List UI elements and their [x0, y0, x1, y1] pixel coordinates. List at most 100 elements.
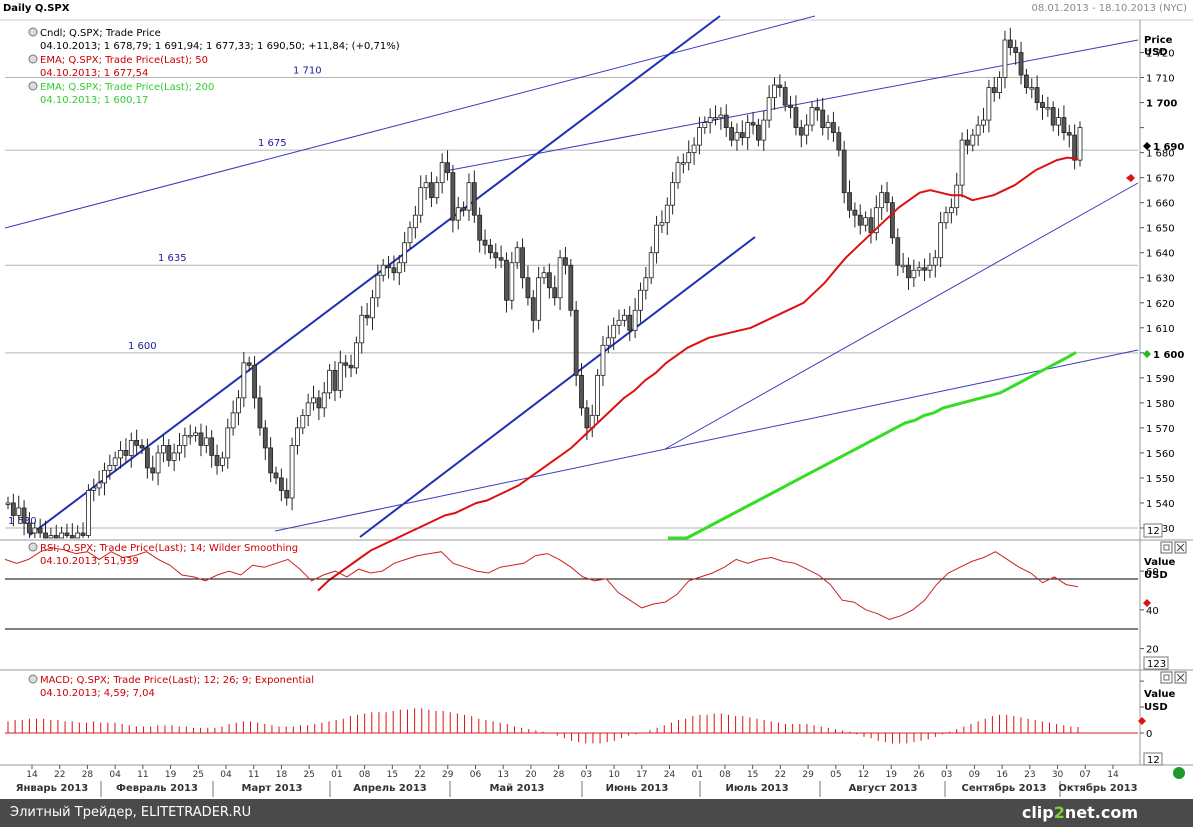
time-tick-label: 20: [525, 770, 537, 780]
candle-body: [632, 309, 638, 331]
candle-body: [622, 314, 627, 321]
candle-body: [461, 207, 467, 211]
time-tick-label: 11: [248, 770, 259, 780]
candle-body: [948, 207, 954, 214]
legend-toggle-icon[interactable]: [28, 674, 38, 684]
legend-ema200-label: EMA; Q.SPX; Trade Price(Last); 200: [40, 82, 214, 93]
candle-body: [402, 242, 408, 264]
candle-body: [970, 134, 976, 146]
candle-body: [729, 127, 734, 141]
candle-body: [734, 132, 740, 141]
trendline-lower-support: [359, 236, 756, 538]
candle-body: [348, 364, 354, 369]
candle-body: [718, 114, 724, 118]
candle-body: [654, 224, 659, 254]
candle-body: [268, 447, 274, 474]
rsi-axis-ticks: 20 40 60: [1140, 567, 1159, 656]
legend-toggle-icon[interactable]: [28, 54, 38, 64]
legend-toggle-icon[interactable]: [28, 27, 38, 37]
candle-body: [193, 432, 199, 436]
price-tick-label: 1 650: [1146, 224, 1175, 235]
legend-ema200-values: 04.10.2013; 1 600,17: [40, 95, 148, 106]
candle-body: [246, 362, 252, 366]
candle-body: [289, 445, 295, 499]
candle-body: [541, 272, 547, 279]
candle-body: [686, 152, 692, 164]
candle-body: [445, 162, 450, 174]
rsi-axis-unit: USD: [1144, 570, 1168, 581]
candle-body: [932, 257, 938, 266]
trendline-june-support: [664, 182, 1139, 450]
time-axis: 14 22 28 04 11 19 25 04 11 18 25 01 08 15 22 29 06 13 20 28…: [16, 765, 1138, 797]
time-tick-label: 25: [193, 770, 204, 780]
candle-body: [831, 122, 836, 134]
candle-body: [772, 84, 777, 98]
price-tick-label: 1 560: [1146, 449, 1175, 460]
candle-body: [798, 127, 804, 136]
candle-body: [884, 192, 890, 204]
candle-body: [959, 139, 965, 186]
price-scale-box[interactable]: [1143, 523, 1163, 538]
macd-histogram: [7, 708, 1079, 744]
rsi-axis-title: Value: [1144, 557, 1175, 568]
legend-toggle-icon[interactable]: [28, 81, 38, 91]
candle-body: [691, 144, 697, 154]
rsi-scale-box[interactable]: [1143, 656, 1169, 670]
candle-body: [144, 447, 150, 469]
horizontal-level-label: 1 635: [158, 253, 187, 264]
time-tick-label: 17: [636, 770, 647, 780]
candle-body: [487, 244, 493, 254]
candle-body: [890, 202, 895, 239]
candle-body: [391, 267, 397, 274]
candle-body: [900, 264, 906, 268]
restore-pane-button[interactable]: [1160, 671, 1173, 684]
candle-body: [595, 374, 600, 416]
rsi-scale-value: 123: [1147, 659, 1166, 670]
candle-body: [112, 457, 118, 466]
candle-body: [702, 122, 708, 129]
candle-body: [745, 122, 751, 139]
rsi-tick-label: 40: [1146, 606, 1159, 617]
time-tick-label: 01: [331, 770, 342, 780]
candle-body: [53, 535, 59, 539]
candle-body: [756, 124, 761, 141]
candle-body: [675, 162, 681, 184]
restore-pane-button[interactable]: [1160, 541, 1173, 554]
legend-ema50-values: 04.10.2013; 1 677,54: [40, 68, 148, 79]
candle-body: [177, 445, 182, 454]
candle-body: [337, 362, 343, 391]
close-icon: [1176, 543, 1185, 552]
legend-candles-values: 04.10.2013; 1 678,79; 1 691,94; 1 677,33…: [40, 41, 400, 52]
horizontal-level-label: 1 710: [293, 66, 322, 77]
time-tick-label: 22: [775, 770, 786, 780]
time-tick-label: 28: [553, 770, 565, 780]
time-tick-label: 14: [1107, 770, 1119, 780]
candle-body: [552, 287, 558, 299]
time-tick-label: 23: [1024, 770, 1035, 780]
month-label: Июнь 2013: [606, 783, 669, 794]
macd-scale-box[interactable]: [1143, 752, 1163, 766]
candle-body: [37, 527, 43, 534]
last-price-label: 1 690: [1153, 142, 1184, 153]
candle-body: [423, 182, 429, 189]
restore-icon: [1163, 674, 1170, 681]
footer-bar: Элитный Трейдер, ELITETRADER.RU clip2net…: [0, 799, 1193, 827]
candle-body: [91, 487, 97, 491]
time-tick-label: 08: [719, 770, 731, 780]
candle-body: [1007, 39, 1013, 48]
status-indicator-icon[interactable]: [1173, 767, 1185, 779]
candle-body: [739, 132, 745, 139]
candle-body: [981, 119, 986, 126]
ema50-marker: [1126, 174, 1135, 182]
candle-body: [171, 452, 177, 461]
time-tick-label: 12: [858, 770, 869, 780]
rsi-line: [4, 547, 1079, 621]
price-tick-label: 1 550: [1146, 474, 1175, 485]
price-axis-title: Price: [1144, 35, 1173, 46]
candle-body: [814, 107, 820, 111]
candle-body: [418, 187, 424, 216]
month-label: Июль 2013: [725, 783, 788, 794]
legend-toggle-icon[interactable]: [28, 542, 38, 552]
candle-body: [27, 522, 32, 534]
pane-window-buttons: [1160, 541, 1187, 684]
